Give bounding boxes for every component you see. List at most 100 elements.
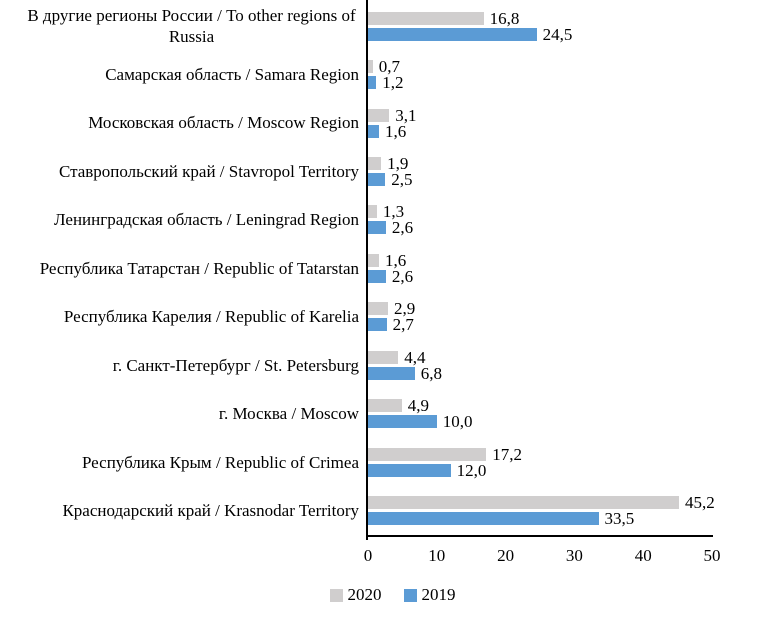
bars-cell: 17,2 12,0	[366, 438, 759, 486]
bar-2019	[368, 124, 379, 138]
bar-line-2019: 2,6	[368, 266, 759, 286]
legend-label: 2020	[347, 585, 382, 604]
category-label: Самарская область / Samara Region	[105, 65, 359, 85]
bar-line-2020: 1,9	[368, 154, 759, 174]
value-label-2019: 6,8	[420, 363, 443, 383]
bars-cell: 0,7 1,2	[366, 50, 759, 98]
value-label-2020: 3,1	[395, 105, 417, 125]
bar-2020	[368, 350, 399, 364]
value-label-2019: 2,6	[391, 266, 414, 286]
value-label-2019: 2,6	[391, 218, 414, 238]
bars-cell: 4,9 10,0	[366, 390, 759, 438]
bar-2020	[368, 496, 679, 510]
category-label-cell: Республика Крым / Republic of Crimea	[0, 438, 366, 486]
category-label-cell: Республика Татарстан / Republic of Tatar…	[0, 244, 366, 292]
value-label-2019: 10,0	[442, 412, 473, 432]
category-label-cell: Республика Карелия / Republic of Karelia	[0, 293, 366, 341]
category-row: Самарская область / Samara Region 0,7 1,…	[0, 50, 759, 98]
bars-cell: 1,6 2,6	[366, 244, 759, 292]
bar-2019	[368, 318, 387, 332]
category-label-cell: Московская область / Moscow Region	[0, 99, 366, 147]
bar-2019	[368, 221, 386, 235]
category-row: Московская область / Moscow Region 3,1 1…	[0, 99, 759, 147]
value-label-2019: 12,0	[456, 460, 487, 480]
value-label-2020: 16,8	[489, 8, 520, 28]
category-label: Ставропольский край / Stavropol Territor…	[58, 161, 359, 181]
x-tick-label: 20	[497, 546, 515, 565]
category-row: Республика Карелия / Republic of Karelia…	[0, 293, 759, 341]
legend-item: 2019	[403, 585, 456, 605]
x-tick-label: 10	[428, 546, 446, 565]
category-label: Республика Крым / Republic of Crimea	[81, 452, 359, 472]
category-label: Московская область / Moscow Region	[88, 113, 359, 133]
bar-2019	[368, 173, 386, 187]
bar-line-2019: 2,5	[368, 170, 759, 190]
bar-2019	[368, 463, 451, 477]
bar-2020	[368, 302, 388, 316]
bar-line-2019: 10,0	[368, 412, 759, 432]
value-label-2019: 24,5	[542, 24, 573, 44]
x-tick-label: 50	[703, 546, 721, 565]
value-label-2019: 1,2	[382, 73, 404, 93]
bar-2020	[368, 108, 390, 122]
bars-cell: 3,1 1,6	[366, 99, 759, 147]
bar-line-2019: 2,7	[368, 316, 759, 333]
legend-label: 2019	[421, 585, 456, 604]
bar-line-2020: 17,2	[368, 444, 759, 464]
category-label-cell: Самарская область / Samara Region	[0, 50, 366, 98]
bar-line-2019: 33,5	[368, 509, 759, 529]
category-row: В другие регионы России / To other regio…	[0, 2, 759, 50]
bar-line-2020: 4,4	[368, 347, 759, 367]
category-label: г. Санкт-Петербург / St. Petersburg	[112, 355, 359, 375]
value-label-2020: 2,9	[394, 299, 416, 319]
bars-cell: 1,9 2,5	[366, 147, 759, 195]
category-label: Республика Татарстан / Republic of Tatar…	[39, 258, 359, 278]
bar-line-2020: 3,1	[368, 105, 759, 125]
x-tick-label: 40	[634, 546, 652, 565]
bars-cell: 45,2 33,5	[366, 486, 759, 534]
legend: 2020 2019	[13, 585, 759, 605]
value-label-2020: 1,6	[385, 250, 407, 270]
value-label-2019: 2,5	[391, 170, 413, 190]
value-label-2020: 4,4	[404, 347, 426, 367]
bar-2020	[368, 399, 402, 413]
x-tick-label: 30	[565, 546, 583, 565]
value-label-2020: 17,2	[492, 444, 523, 464]
category-label-cell: г. Москва / Moscow	[0, 390, 366, 438]
category-label-cell: Ставропольский край / Stavropol Territor…	[0, 147, 366, 195]
bar-2019	[368, 269, 386, 283]
value-label-2020: 0,7	[378, 57, 401, 77]
category-label: Республика Карелия / Republic of Karelia	[63, 307, 359, 327]
category-row: Краснодарский край / Krasnodar Territory…	[0, 486, 759, 534]
category-label: г. Москва / Moscow	[218, 404, 359, 424]
category-row: г. Москва / Moscow 4,9 10,0	[0, 390, 759, 438]
value-label-2019: 1,6	[385, 121, 407, 141]
value-label-2020: 1,3	[382, 202, 405, 222]
bars-cell: 16,8 24,5	[366, 2, 759, 50]
bar-2019	[368, 415, 437, 429]
x-axis-line	[366, 535, 713, 537]
category-label-cell: В другие регионы России / To other regio…	[0, 2, 366, 50]
bar-2020	[368, 205, 377, 219]
category-rows: В другие регионы России / To other regio…	[0, 2, 759, 535]
category-row: Республика Татарстан / Republic of Tatar…	[0, 244, 759, 292]
bar-line-2020: 16,8	[368, 8, 759, 28]
bar-2020	[368, 60, 373, 74]
legend-item: 2020	[329, 585, 382, 605]
bars-cell: 2,9 2,7	[366, 293, 759, 341]
category-row: г. Санкт-Петербург / St. Petersburg 4,4 …	[0, 341, 759, 389]
legend-swatch	[403, 588, 417, 602]
bar-2019	[368, 76, 377, 90]
bar-2019	[368, 512, 599, 526]
bar-line-2019: 6,8	[368, 363, 759, 383]
category-label: Ленинградская область / Leningrad Region	[53, 210, 359, 230]
value-label-2020: 1,9	[387, 154, 409, 174]
bar-line-2020: 1,3	[368, 202, 759, 222]
bar-2020	[368, 447, 487, 461]
y-axis-line	[366, 0, 368, 540]
bars-cell: 4,4 6,8	[366, 341, 759, 389]
bar-line-2020: 4,9	[368, 397, 759, 414]
value-label-2019: 33,5	[604, 509, 635, 529]
x-tick-label: 0	[363, 546, 373, 565]
